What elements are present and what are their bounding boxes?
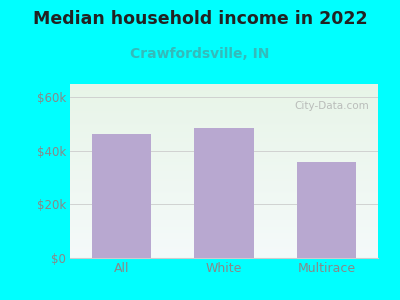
Bar [92,134,151,258]
Text: Crawfordsville, IN: Crawfordsville, IN [130,46,270,61]
Text: Median household income in 2022: Median household income in 2022 [33,11,367,28]
Bar [297,162,356,258]
Bar [194,128,254,258]
Text: City-Data.com: City-Data.com [294,101,369,111]
